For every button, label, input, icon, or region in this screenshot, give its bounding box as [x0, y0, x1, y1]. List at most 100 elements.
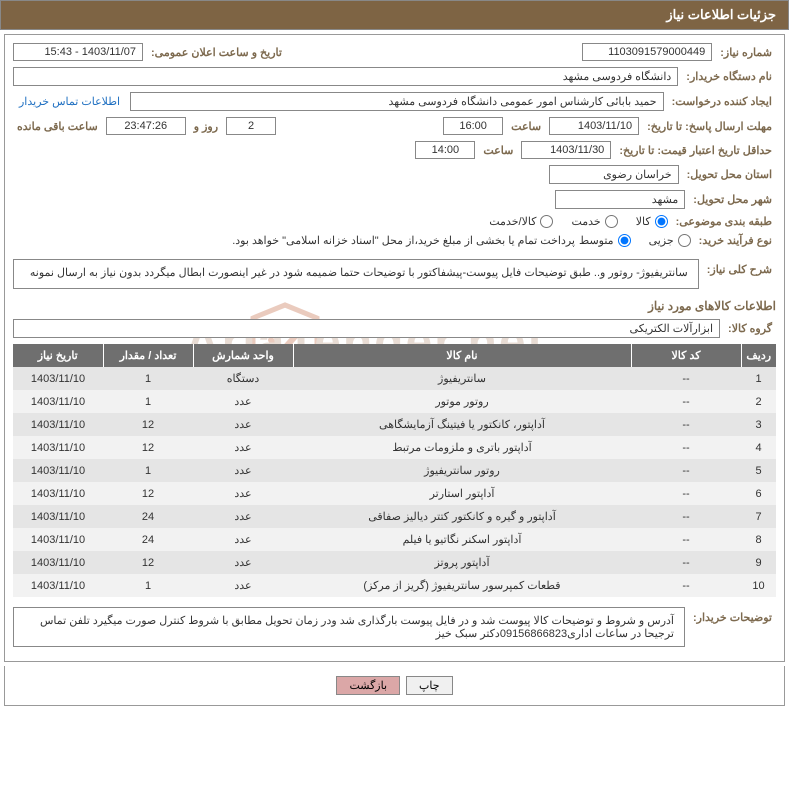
cell-n: 8: [741, 528, 776, 551]
link-contact[interactable]: اطلاعات تماس خریدار: [13, 95, 126, 108]
label-category: طبقه بندی موضوعی:: [672, 215, 776, 228]
value-general-desc: سانتریفیوژ- روتور و.. طبق توضیحات فایل پ…: [13, 259, 699, 289]
cell-name: روتور سانتریفیوژ: [293, 459, 631, 482]
cell-qty: 24: [103, 528, 193, 551]
radio-input-cat-1[interactable]: [605, 215, 618, 228]
cell-date: 1403/11/10: [13, 528, 103, 551]
radio-cat-2[interactable]: کالا/خدمت: [489, 215, 553, 228]
cell-code: --: [631, 528, 741, 551]
value-deadline-hour: 16:00: [443, 117, 503, 135]
row-city: شهر محل تحویل: مشهد: [13, 190, 776, 209]
cell-code: --: [631, 574, 741, 597]
cell-n: 10: [741, 574, 776, 597]
label-remaining: ساعت باقی مانده: [13, 120, 102, 133]
cell-date: 1403/11/10: [13, 459, 103, 482]
cell-unit: عدد: [193, 436, 293, 459]
cell-unit: عدد: [193, 390, 293, 413]
th-date: تاریخ نیاز: [13, 344, 103, 367]
value-announce: 1403/11/07 - 15:43: [13, 43, 143, 61]
row-buyer-notes: توضیحات خریدار: آدرس و شروط و توضیحات کا…: [13, 607, 776, 647]
row-category: طبقه بندی موضوعی: کالا خدمت کالا/خدمت: [13, 215, 776, 228]
th-qty: تعداد / مقدار: [103, 344, 193, 367]
table-row: 6--آداپتور استارترعدد121403/11/10: [13, 482, 776, 505]
cell-date: 1403/11/10: [13, 482, 103, 505]
cell-unit: عدد: [193, 551, 293, 574]
value-deadline-date: 1403/11/10: [549, 117, 639, 135]
cell-code: --: [631, 436, 741, 459]
cell-unit: دستگاه: [193, 367, 293, 390]
radio-cat-1[interactable]: خدمت: [571, 215, 617, 228]
radio-label-ptype-0: جزیی: [649, 234, 674, 247]
radio-input-ptype-0[interactable]: [678, 234, 691, 247]
row-province: استان محل تحویل: خراسان رضوی: [13, 165, 776, 184]
cell-code: --: [631, 482, 741, 505]
th-unit: واحد شمارش: [193, 344, 293, 367]
cell-name: سانتریفیوژ: [293, 367, 631, 390]
cell-code: --: [631, 413, 741, 436]
print-button[interactable]: چاپ: [406, 676, 453, 695]
table-row: 1--سانتریفیوژدستگاه11403/11/10: [13, 367, 776, 390]
th-row: ردیف: [741, 344, 776, 367]
table-row: 8--آداپتور اسکنر نگاتیو یا فیلمعدد241403…: [13, 528, 776, 551]
cell-n: 6: [741, 482, 776, 505]
cell-qty: 12: [103, 436, 193, 459]
label-deadline: مهلت ارسال پاسخ: تا تاریخ:: [643, 120, 776, 133]
cell-name: آداپتور استارتر: [293, 482, 631, 505]
cell-n: 2: [741, 390, 776, 413]
radio-label-cat-1: خدمت: [571, 215, 600, 228]
row-valid: حداقل تاریخ اعتبار قیمت: تا تاریخ: 1403/…: [13, 141, 776, 159]
row-need-number: شماره نیاز: 1103091579000449 تاریخ و ساع…: [13, 43, 776, 61]
cell-n: 3: [741, 413, 776, 436]
radio-cat-0[interactable]: کالا: [636, 215, 668, 228]
cell-n: 7: [741, 505, 776, 528]
radio-ptype-1[interactable]: متوسط: [579, 234, 631, 247]
label-hour2: ساعت: [479, 144, 517, 157]
th-name: نام کالا: [293, 344, 631, 367]
cell-name: آداپتور اسکنر نگاتیو یا فیلم: [293, 528, 631, 551]
table-row: 7--آداپتور و گیره و کانکتور کتتر دیالیز …: [13, 505, 776, 528]
section-goods-info: اطلاعات کالاهای مورد نیاز: [13, 299, 776, 313]
label-general-desc: شرح کلی نیاز:: [703, 259, 776, 276]
radio-label-ptype-1: متوسط: [579, 234, 614, 247]
cell-unit: عدد: [193, 528, 293, 551]
main-panel: AriaTender.net شماره نیاز: 1103091579000…: [4, 34, 785, 662]
footer-buttons: چاپ بازگشت: [4, 666, 785, 706]
back-button[interactable]: بازگشت: [336, 676, 400, 695]
row-requester: ایجاد کننده درخواست: حمید بابائی کارشناس…: [13, 92, 776, 111]
cell-n: 5: [741, 459, 776, 482]
radio-input-ptype-1[interactable]: [618, 234, 631, 247]
cell-qty: 12: [103, 482, 193, 505]
cell-date: 1403/11/10: [13, 436, 103, 459]
cell-code: --: [631, 367, 741, 390]
value-province: خراسان رضوی: [549, 165, 679, 184]
value-valid-date: 1403/11/30: [521, 141, 611, 159]
cell-unit: عدد: [193, 459, 293, 482]
cell-unit: عدد: [193, 505, 293, 528]
cell-date: 1403/11/10: [13, 413, 103, 436]
value-need-number: 1103091579000449: [582, 43, 712, 61]
radio-label-cat-2: کالا/خدمت: [489, 215, 536, 228]
cell-date: 1403/11/10: [13, 390, 103, 413]
radio-input-cat-2[interactable]: [540, 215, 553, 228]
payment-note: پرداخت تمام یا بخشی از مبلغ خرید،از محل …: [232, 234, 575, 247]
radio-ptype-0[interactable]: جزیی: [649, 234, 691, 247]
label-buyer-notes: توضیحات خریدار:: [689, 607, 776, 624]
cell-date: 1403/11/10: [13, 574, 103, 597]
goods-table-wrap: ردیف کد کالا نام کالا واحد شمارش تعداد /…: [13, 344, 776, 597]
page-header: جزئیات اطلاعات نیاز: [0, 0, 789, 30]
label-city: شهر محل تحویل:: [689, 193, 776, 206]
value-days: 2: [226, 117, 276, 135]
radio-input-cat-0[interactable]: [655, 215, 668, 228]
row-goods-group: گروه کالا: ابزارآلات الکتریکی: [13, 319, 776, 338]
label-hour1: ساعت: [507, 120, 545, 133]
table-row: 9--آداپتور پروتزعدد121403/11/10: [13, 551, 776, 574]
cell-date: 1403/11/10: [13, 551, 103, 574]
cell-name: آداپتور و گیره و کانکتور کتتر دیالیز صفا…: [293, 505, 631, 528]
label-purchase: نوع فرآیند خرید:: [695, 234, 776, 247]
cell-qty: 1: [103, 367, 193, 390]
table-row: 10--قطعات کمپرسور سانتریفیوژ (گریز از مر…: [13, 574, 776, 597]
value-buyer: دانشگاه فردوسی مشهد: [13, 67, 678, 86]
label-goods-group: گروه کالا:: [724, 322, 776, 335]
header-title: جزئیات اطلاعات نیاز: [666, 7, 776, 22]
cell-qty: 1: [103, 390, 193, 413]
